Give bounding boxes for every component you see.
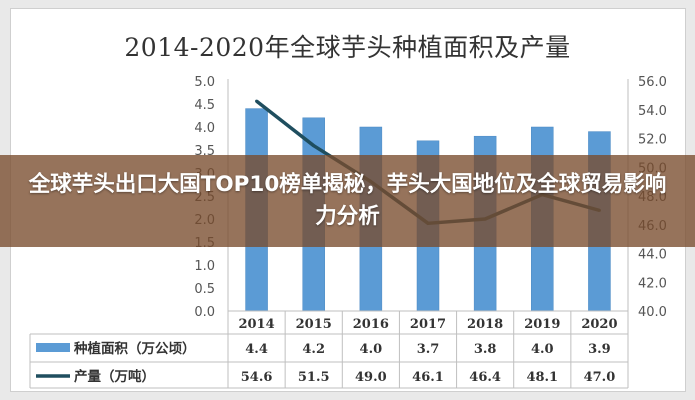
- y-left-tick-label: 5.0: [194, 75, 215, 90]
- data-label: 3.8: [474, 342, 497, 357]
- legend-label: 种植面积（万公顷）: [73, 340, 196, 357]
- data-label: 4.4: [245, 342, 268, 357]
- legend-label: 产量（万吨）: [74, 368, 155, 385]
- line-point-2015: [312, 144, 316, 148]
- y-right-tick-label: 54.0: [638, 104, 667, 119]
- y-right-tick-label: 42.0: [638, 276, 667, 291]
- data-label: 49.0: [355, 370, 387, 385]
- y-left-tick-label: 0.5: [194, 282, 215, 297]
- x-tick-label: 2016: [353, 317, 389, 332]
- x-tick-label: 2014: [238, 317, 274, 332]
- y-left-tick-label: 1.0: [194, 259, 215, 274]
- x-tick-label: 2018: [467, 317, 503, 332]
- x-tick-label: 2017: [410, 317, 446, 332]
- data-label: 46.1: [412, 370, 444, 385]
- data-label: 54.6: [241, 370, 273, 385]
- y-right-tick-label: 44.0: [638, 248, 667, 263]
- headline-text: 全球芋头出口大国TOP10榜单揭秘，芋头大国地位及全球贸易影响力分析: [28, 172, 667, 229]
- data-label: 48.1: [526, 370, 558, 385]
- chart-title: 2014-2020年全球芋头种植面积及产量: [124, 33, 571, 62]
- data-label: 4.2: [302, 342, 325, 357]
- y-left-tick-label: 4.0: [194, 121, 215, 136]
- y-left-tick-label: 0.0: [194, 305, 215, 320]
- y-right-tick-label: 56.0: [638, 75, 667, 90]
- data-label: 4.0: [360, 342, 383, 357]
- data-label: 51.5: [298, 370, 330, 385]
- x-tick-label: 2019: [524, 317, 560, 332]
- y-left-tick-label: 4.5: [194, 98, 215, 113]
- data-label: 47.0: [584, 370, 616, 385]
- data-label: 3.7: [417, 342, 440, 357]
- data-label: 4.0: [531, 342, 554, 357]
- y-right-tick-label: 52.0: [638, 133, 667, 148]
- data-label: 3.9: [588, 342, 611, 357]
- y-right-tick-label: 40.0: [638, 305, 667, 320]
- x-tick-label: 2015: [296, 317, 332, 332]
- x-tick-label: 2020: [581, 317, 617, 332]
- headline-banner: 全球芋头出口大国TOP10榜单揭秘，芋头大国地位及全球贸易影响力分析: [0, 155, 695, 247]
- legend-swatch-area: [36, 343, 70, 352]
- line-point-2014: [255, 99, 259, 103]
- data-label: 46.4: [469, 370, 501, 385]
